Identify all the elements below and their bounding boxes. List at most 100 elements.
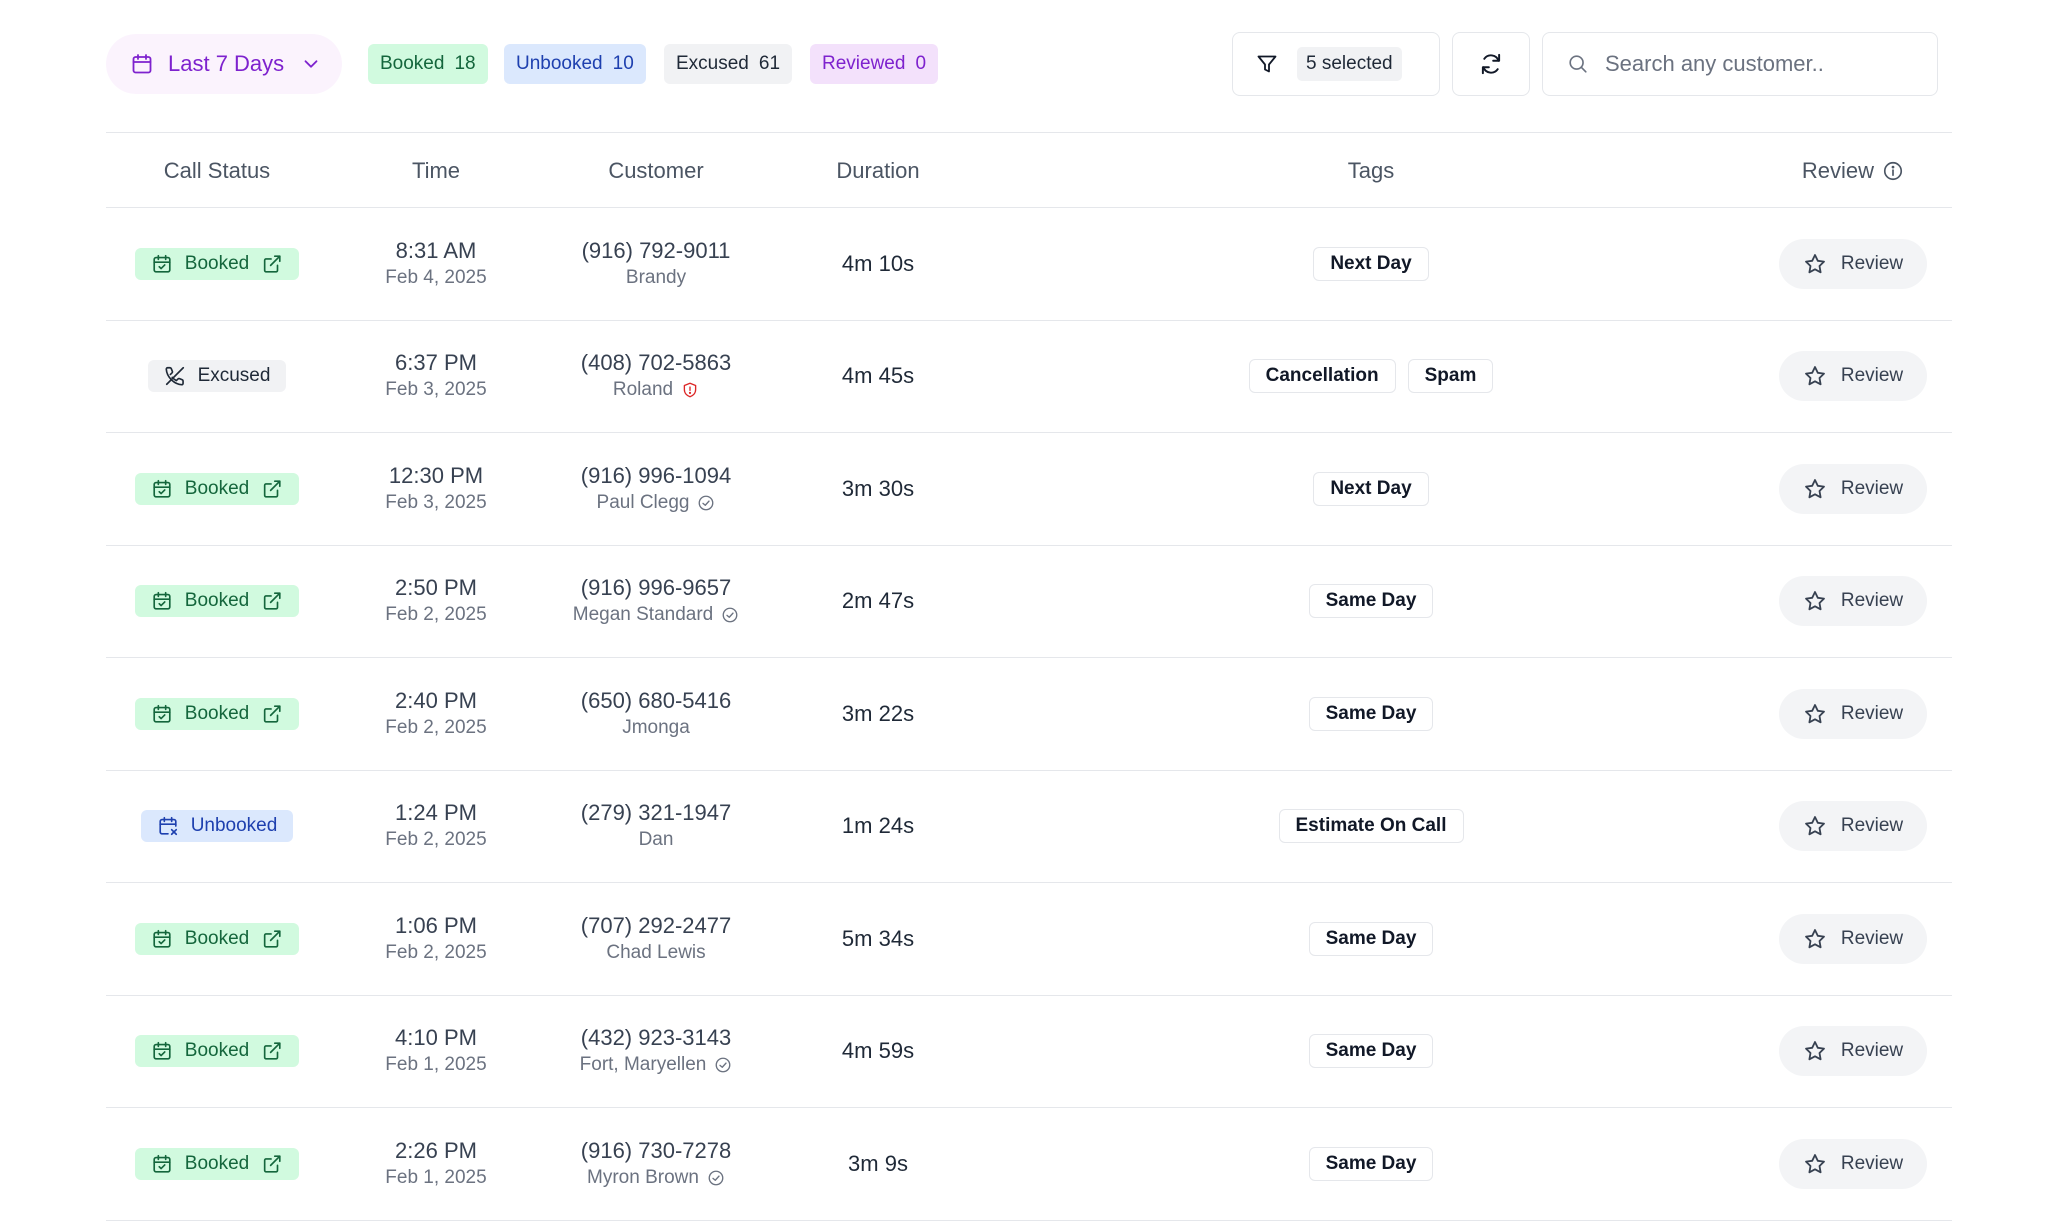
cell-duration: 4m 45s bbox=[768, 321, 988, 433]
table-row[interactable]: Booked 2:26 PM Feb 1, 2025 (916) 730-727… bbox=[106, 1108, 1952, 1221]
review-button[interactable]: Review bbox=[1778, 801, 1928, 852]
tag-chip: Estimate On Call bbox=[1278, 809, 1464, 844]
tag-list: Estimate On Call bbox=[1278, 809, 1464, 844]
cell-call-status: Excused bbox=[106, 321, 328, 433]
column-header-tags[interactable]: Tags bbox=[1347, 157, 1395, 183]
review-button[interactable]: Review bbox=[1778, 238, 1928, 289]
external-link-icon bbox=[264, 255, 281, 273]
cell-customer: (408) 702-5863 Roland bbox=[544, 321, 768, 433]
cell-tags: Cancellation Spam bbox=[988, 321, 1754, 433]
table-body: Booked 8:31 AM Feb 4, 2025 (916) 792-901… bbox=[106, 208, 1952, 1221]
tag-list: Same Day bbox=[1308, 584, 1434, 619]
customer-name: Roland bbox=[612, 379, 674, 401]
stat-excused[interactable]: Excused 61 bbox=[664, 44, 793, 84]
cell-customer: (916) 792-9011 Brandy bbox=[544, 208, 768, 320]
review-button-label: Review bbox=[1840, 1152, 1904, 1174]
call-status-badge: Excused bbox=[147, 360, 287, 393]
table-row[interactable]: Unbooked 1:24 PM Feb 2, 2025 (279) 321-1… bbox=[106, 771, 1952, 883]
cell-tags: Same Day bbox=[988, 883, 1754, 995]
call-time: 12:30 PM bbox=[388, 462, 484, 488]
refresh-button[interactable] bbox=[1452, 32, 1530, 96]
review-button[interactable]: Review bbox=[1778, 351, 1928, 402]
review-button[interactable]: Review bbox=[1778, 1138, 1928, 1189]
customer-name: Chad Lewis bbox=[606, 941, 706, 963]
star-icon bbox=[1804, 253, 1825, 273]
call-status-badge[interactable]: Booked bbox=[134, 585, 300, 618]
column-header-call-status[interactable]: Call Status bbox=[163, 157, 271, 183]
customer-phone: (916) 996-9657 bbox=[580, 575, 732, 601]
call-date: Feb 3, 2025 bbox=[385, 491, 487, 513]
cell-time: 8:31 AM Feb 4, 2025 bbox=[328, 208, 544, 320]
table-row[interactable]: Booked 1:06 PM Feb 2, 2025 (707) 292-247… bbox=[106, 883, 1952, 996]
call-date: Feb 2, 2025 bbox=[385, 604, 487, 626]
table-header: Call Status Time Customer Duration Tags … bbox=[106, 132, 1952, 208]
call-status-badge: Unbooked bbox=[140, 810, 294, 843]
call-duration: 4m 59s bbox=[841, 1038, 915, 1064]
table-row[interactable]: Booked 2:40 PM Feb 2, 2025 (650) 680-541… bbox=[106, 658, 1952, 771]
customer-phone: (408) 702-5863 bbox=[580, 350, 732, 376]
cell-review: Review bbox=[1754, 546, 1952, 658]
tag-chip: Same Day bbox=[1308, 1146, 1434, 1181]
call-duration: 2m 47s bbox=[841, 588, 915, 614]
column-header-duration[interactable]: Duration bbox=[836, 157, 920, 183]
calendar-check-icon bbox=[153, 1042, 171, 1060]
cell-time: 1:24 PM Feb 2, 2025 bbox=[328, 771, 544, 883]
customer-name: Paul Clegg bbox=[596, 491, 690, 513]
cell-duration: 3m 9s bbox=[768, 1108, 988, 1220]
stat-reviewed[interactable]: Reviewed 0 bbox=[810, 44, 939, 84]
cell-call-status: Booked bbox=[106, 883, 328, 995]
call-duration: 3m 30s bbox=[841, 475, 915, 501]
cell-call-status: Booked bbox=[106, 1108, 328, 1220]
customer-name-line: Megan Standard bbox=[573, 602, 740, 628]
review-button[interactable]: Review bbox=[1778, 576, 1928, 627]
toolbar: Last 7 Days Booked 18 Unbooked 10 Excuse… bbox=[106, 32, 1938, 96]
call-duration: 3m 9s bbox=[848, 1150, 908, 1176]
cell-tags: Same Day bbox=[988, 1108, 1754, 1220]
review-button[interactable]: Review bbox=[1778, 688, 1928, 739]
customer-name: Jmonga bbox=[622, 716, 690, 738]
review-button[interactable]: Review bbox=[1778, 463, 1928, 514]
table-row[interactable]: Booked 8:31 AM Feb 4, 2025 (916) 792-901… bbox=[106, 208, 1952, 321]
call-status-badge[interactable]: Booked bbox=[134, 247, 300, 280]
column-header-time[interactable]: Time bbox=[411, 157, 461, 183]
star-icon bbox=[1804, 1153, 1825, 1173]
cell-tags: Next Day bbox=[988, 208, 1754, 320]
table-row[interactable]: Booked 12:30 PM Feb 3, 2025 (916) 996-10… bbox=[106, 433, 1952, 546]
cell-customer: (650) 680-5416 Jmonga bbox=[544, 658, 768, 770]
call-status-badge[interactable]: Booked bbox=[134, 472, 300, 505]
tag-chip: Same Day bbox=[1308, 584, 1434, 619]
customer-phone: (279) 321-1947 bbox=[580, 800, 732, 826]
stat-unbooked[interactable]: Unbooked 10 bbox=[504, 44, 646, 84]
tag-chip: Next Day bbox=[1313, 246, 1429, 281]
cell-duration: 3m 30s bbox=[768, 433, 988, 545]
review-button[interactable]: Review bbox=[1778, 1026, 1928, 1077]
stat-label: Reviewed bbox=[822, 53, 906, 74]
call-duration: 4m 10s bbox=[841, 250, 915, 276]
call-status-badge[interactable]: Booked bbox=[134, 1147, 300, 1180]
tag-list: Same Day bbox=[1308, 921, 1434, 956]
search-input[interactable] bbox=[1605, 51, 1925, 77]
tag-chip: Cancellation bbox=[1248, 359, 1396, 394]
table-row[interactable]: Excused 6:37 PM Feb 3, 2025 (408) 702-58… bbox=[106, 321, 1952, 433]
star-icon bbox=[1804, 591, 1825, 611]
cell-review: Review bbox=[1754, 996, 1952, 1108]
info-icon[interactable] bbox=[1882, 160, 1904, 182]
calendar-check-icon bbox=[153, 929, 171, 948]
tag-chip: Next Day bbox=[1313, 471, 1429, 506]
cell-duration: 2m 47s bbox=[768, 546, 988, 658]
date-range-dropdown[interactable]: Last 7 Days bbox=[106, 34, 342, 94]
call-status-badge[interactable]: Booked bbox=[134, 922, 300, 955]
call-status-badge[interactable]: Booked bbox=[134, 1035, 300, 1068]
cell-tags: Same Day bbox=[988, 658, 1754, 770]
review-button[interactable]: Review bbox=[1778, 913, 1928, 964]
cell-review: Review bbox=[1754, 433, 1952, 545]
stat-booked[interactable]: Booked 18 bbox=[368, 44, 488, 84]
cell-time: 2:50 PM Feb 2, 2025 bbox=[328, 546, 544, 658]
table-row[interactable]: Booked 2:50 PM Feb 2, 2025 (916) 996-965… bbox=[106, 546, 1952, 658]
call-status-label: Booked bbox=[184, 252, 250, 274]
column-header-customer[interactable]: Customer bbox=[608, 157, 704, 183]
customer-phone: (916) 792-9011 bbox=[581, 237, 731, 263]
call-status-badge[interactable]: Booked bbox=[134, 697, 300, 730]
table-row[interactable]: Booked 4:10 PM Feb 1, 2025 (432) 923-314… bbox=[106, 996, 1952, 1108]
filter-button[interactable]: 5 selected bbox=[1232, 32, 1440, 96]
